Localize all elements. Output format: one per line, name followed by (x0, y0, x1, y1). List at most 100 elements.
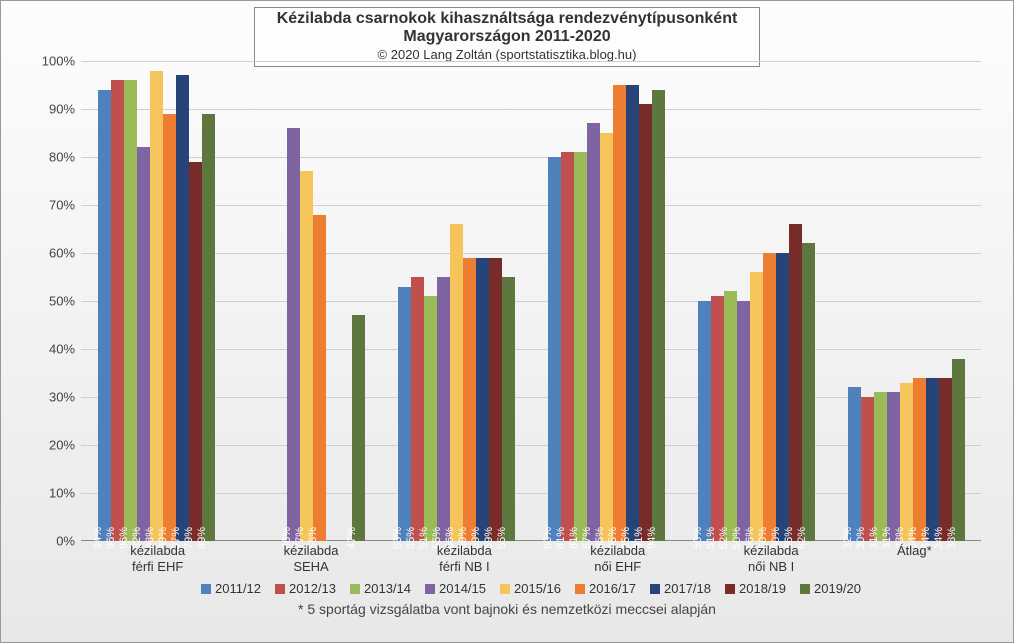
bar: 55% (502, 277, 515, 541)
legend-item: 2012/13 (275, 581, 336, 596)
legend-swatch (425, 584, 435, 594)
x-tick-label: kézilabda női EHF (590, 543, 645, 574)
bar: 82% (137, 147, 150, 541)
x-tick-label: kézilabda női NB I (744, 543, 799, 574)
bar-group-noi_nb1: 50%51%52%50%56%60%60%66%62% (698, 61, 815, 541)
bar: 87% (587, 123, 600, 541)
bar: 56% (750, 272, 763, 541)
bar: 59% (463, 258, 476, 541)
bar: 68% (313, 215, 326, 541)
legend-swatch (500, 584, 510, 594)
bar: 66% (450, 224, 463, 541)
y-tick-label: 90% (49, 102, 75, 117)
x-tick-label: kézilabda SEHA (284, 543, 339, 574)
bar: 47% (352, 315, 365, 541)
bar-group-ferfi_nb1: 53%55%51%55%66%59%59%59%55% (398, 61, 515, 541)
plot-area: 0%10%20%30%40%50%60%70%80%90%100%94%96%9… (81, 61, 981, 541)
bar: 33% (900, 383, 913, 541)
legend-label: 2018/19 (739, 581, 786, 596)
bar: 50% (737, 301, 750, 541)
chart-container: Kézilabda csarnokok kihasználtsága rende… (0, 0, 1014, 643)
y-tick-label: 30% (49, 390, 75, 405)
bar: 95% (626, 85, 639, 541)
bar: 53% (398, 287, 411, 541)
chart-subtitle: © 2020 Lang Zoltán (sportstatisztika.blo… (271, 47, 743, 62)
legend-item: 2016/17 (575, 581, 636, 596)
bar: 80% (548, 157, 561, 541)
legend-swatch (275, 584, 285, 594)
bar: 32% (848, 387, 861, 541)
legend-item: 2018/19 (725, 581, 786, 596)
legend-label: 2011/12 (215, 581, 261, 596)
bar-group-noi_ehf: 80%81%81%87%85%95%95%91%94% (548, 61, 665, 541)
bar: 81% (574, 152, 587, 541)
bar: 34% (926, 378, 939, 541)
bar: 59% (489, 258, 502, 541)
x-tick-label: Átlag* (897, 543, 932, 574)
bar: 31% (887, 392, 900, 541)
legend-label: 2015/16 (514, 581, 561, 596)
legend-label: 2017/18 (664, 581, 711, 596)
bar: 59% (476, 258, 489, 541)
bar: 51% (711, 296, 724, 541)
legend-label: 2019/20 (814, 581, 861, 596)
legend-swatch (350, 584, 360, 594)
chart-title: Kézilabda csarnokok kihasználtsága rende… (271, 10, 743, 46)
footnote: * 5 sportág vizsgálatba vont bajnoki és … (1, 601, 1013, 617)
bar-groups: 94%96%96%82%98%89%97%79%89% 86%77%68% 47% 5… (81, 61, 981, 541)
bar: 55% (411, 277, 424, 541)
y-tick-label: 0% (56, 534, 75, 549)
y-tick-label: 10% (49, 486, 75, 501)
bar: 79% (189, 162, 202, 541)
y-tick-label: 40% (49, 342, 75, 357)
bar: 89% (202, 114, 215, 541)
bar: 55% (437, 277, 450, 541)
legend-swatch (575, 584, 585, 594)
bar: 60% (776, 253, 789, 541)
bar: 34% (939, 378, 952, 541)
x-tick-label: kézilabda férfi EHF (130, 543, 185, 574)
y-tick-label: 100% (42, 54, 75, 69)
y-tick-label: 60% (49, 246, 75, 261)
bar: 94% (652, 90, 665, 541)
y-tick-label: 50% (49, 294, 75, 309)
x-axis-labels: kézilabda férfi EHF kézilabda SEHA kézilab… (81, 543, 981, 574)
legend: 2011/12 2012/13 2013/14 2014/15 2015/16 2016/… (81, 581, 981, 596)
bar: 86% (287, 128, 300, 541)
x-tick-label: kézilabda férfi NB I (437, 543, 492, 574)
bar: 89% (163, 114, 176, 541)
bar: 96% (124, 80, 137, 541)
bar: 52% (724, 291, 737, 541)
legend-item: 2017/18 (650, 581, 711, 596)
legend-label: 2016/17 (589, 581, 636, 596)
bar: 85% (600, 133, 613, 541)
bar: 94% (98, 90, 111, 541)
bar: 95% (613, 85, 626, 541)
bar: 34% (913, 378, 926, 541)
y-tick-label: 20% (49, 438, 75, 453)
legend-item: 2014/15 (425, 581, 486, 596)
bar: 96% (111, 80, 124, 541)
bar: 77% (300, 171, 313, 541)
legend-label: 2013/14 (364, 581, 411, 596)
bar: 50% (698, 301, 711, 541)
bar-group-seha: 86%77%68% 47% (248, 61, 365, 541)
title-box: Kézilabda csarnokok kihasználtsága rende… (254, 7, 760, 67)
legend-label: 2012/13 (289, 581, 336, 596)
legend-item: 2011/12 (201, 581, 261, 596)
legend-item: 2013/14 (350, 581, 411, 596)
bar: 51% (424, 296, 437, 541)
legend-swatch (800, 584, 810, 594)
bar: 98% (150, 71, 163, 541)
legend-item: 2019/20 (800, 581, 861, 596)
legend-swatch (650, 584, 660, 594)
legend-item: 2015/16 (500, 581, 561, 596)
bar-group-ferfi_ehf: 94%96%96%82%98%89%97%79%89% (98, 61, 215, 541)
bar: 30% (861, 397, 874, 541)
legend-swatch (725, 584, 735, 594)
bar: 91% (639, 104, 652, 541)
bar: 60% (763, 253, 776, 541)
bar: 81% (561, 152, 574, 541)
legend-label: 2014/15 (439, 581, 486, 596)
y-tick-label: 70% (49, 198, 75, 213)
